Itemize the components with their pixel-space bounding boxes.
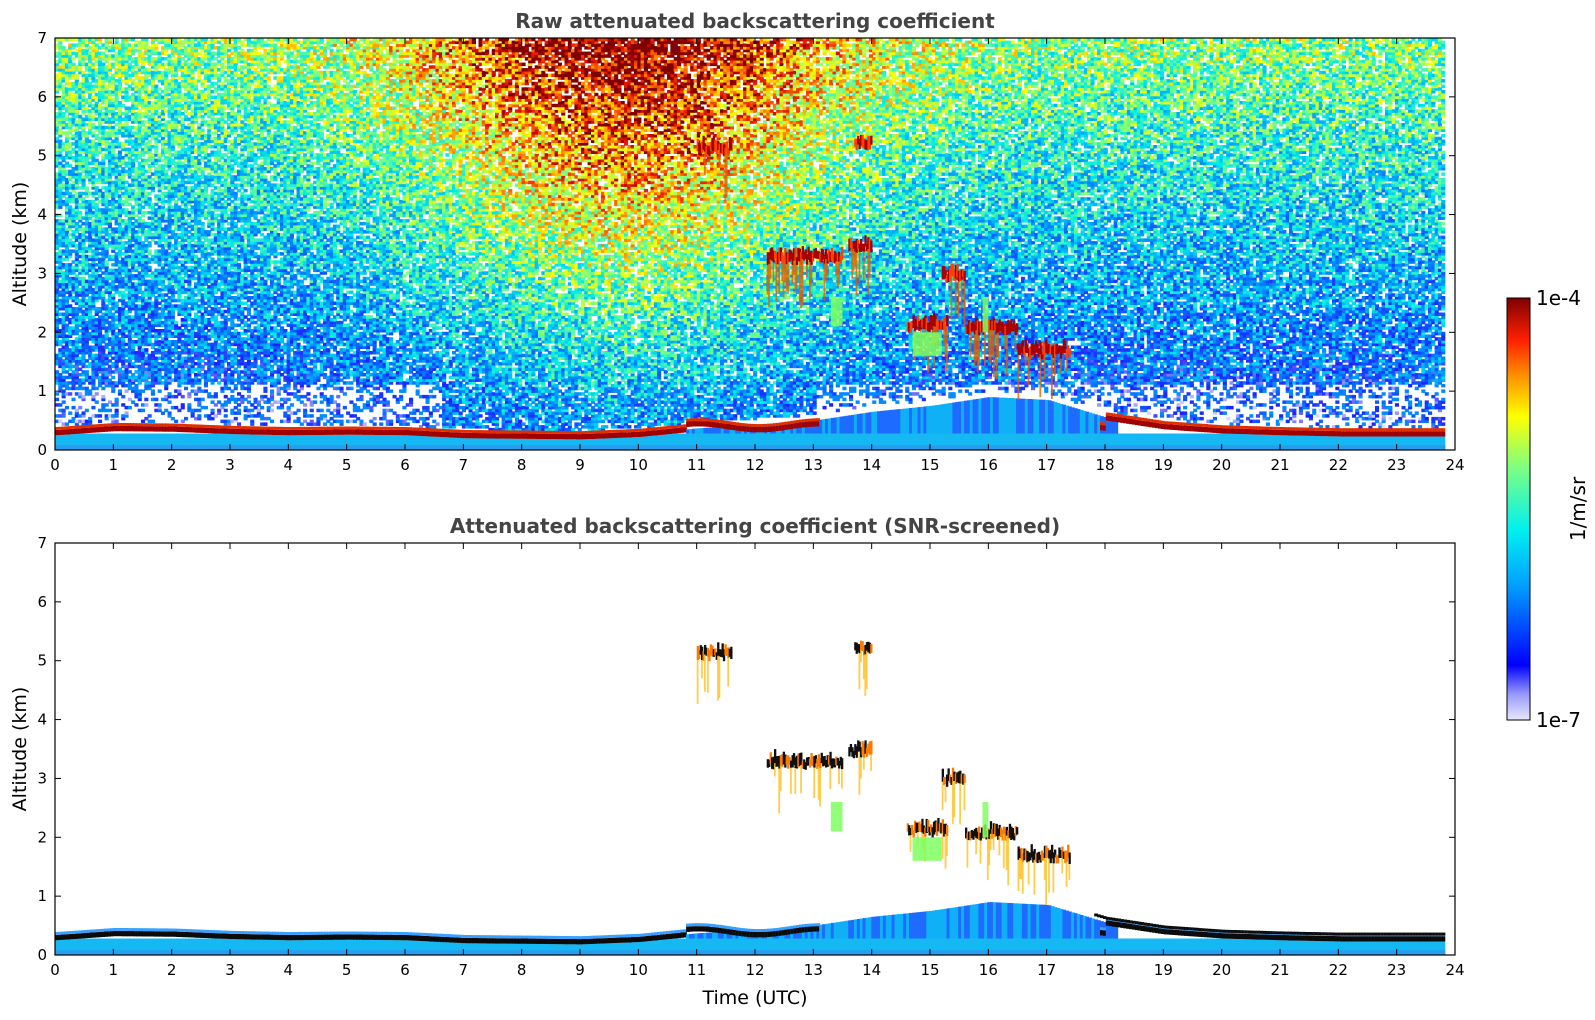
y-tick-label: 6 <box>37 88 47 106</box>
x-tick-label: 24 <box>1445 456 1464 474</box>
x-tick-label: 12 <box>745 456 764 474</box>
x-tick-label: 12 <box>745 961 764 979</box>
colorbar-max-label: 1e-4 <box>1536 286 1581 310</box>
chart-title-screened: Attenuated backscattering coefficient (S… <box>450 514 1060 538</box>
y-tick-label: 3 <box>37 264 47 282</box>
colorbar: 1e-4 1e-7 1/m/sr <box>1506 286 1590 732</box>
y-tick-label: 1 <box>37 887 47 905</box>
x-tick-label: 9 <box>575 456 585 474</box>
x-tick-label: 4 <box>284 961 294 979</box>
x-tick-label: 11 <box>687 456 706 474</box>
y-tick-label: 6 <box>37 593 47 611</box>
y-tick-label: 1 <box>37 382 47 400</box>
y-tick-label: 5 <box>37 652 47 670</box>
x-tick-label: 18 <box>1095 961 1114 979</box>
x-tick-label: 22 <box>1329 961 1348 979</box>
x-tick-label: 2 <box>167 961 177 979</box>
x-tick-label: 5 <box>342 961 352 979</box>
x-tick-label: 10 <box>629 961 648 979</box>
y-axis-label-screened: Altitude (km) <box>9 687 31 812</box>
heatmap-screened <box>55 640 1446 955</box>
y-tick-label: 2 <box>37 828 47 846</box>
colorbar-gradient <box>1506 297 1531 721</box>
x-tick-label: 2 <box>167 456 177 474</box>
x-tick-label: 8 <box>517 456 527 474</box>
x-tick-label: 14 <box>862 961 881 979</box>
x-tick-label: 3 <box>225 456 235 474</box>
x-tick-label: 13 <box>804 456 823 474</box>
y-tick-label: 0 <box>37 441 47 459</box>
y-tick-label: 0 <box>37 946 47 964</box>
x-tick-label: 6 <box>400 961 410 979</box>
x-tick-label: 1 <box>109 961 119 979</box>
colorbar-units-label: 1/m/sr <box>1566 476 1590 541</box>
x-tick-label: 10 <box>629 456 648 474</box>
x-tick-label: 19 <box>1154 961 1173 979</box>
x-tick-label: 23 <box>1387 961 1406 979</box>
y-tick-label: 7 <box>37 534 47 552</box>
x-tick-label: 19 <box>1154 456 1173 474</box>
axes-screened: 0 1 2 3 4 5 6 7 8 9 10 11 12 13 14 15 16 17 18 19 20 21 22 23 24… <box>37 534 1464 979</box>
colorbar-min-label: 1e-7 <box>1536 708 1581 732</box>
x-tick-label: 21 <box>1270 961 1289 979</box>
x-tick-label: 0 <box>50 456 60 474</box>
x-tick-label: 17 <box>1037 961 1056 979</box>
x-tick-label: 16 <box>979 456 998 474</box>
x-tick-label: 4 <box>284 456 294 474</box>
x-tick-label: 20 <box>1212 961 1231 979</box>
x-tick-label: 17 <box>1037 456 1056 474</box>
x-axis-label: Time (UTC) <box>701 987 807 1009</box>
y-tick-label: 2 <box>37 323 47 341</box>
x-tick-label: 14 <box>862 456 881 474</box>
panel-screened: Attenuated backscattering coefficient (S… <box>9 514 1465 1009</box>
x-tick-label: 21 <box>1270 456 1289 474</box>
x-tick-label: 22 <box>1329 456 1348 474</box>
y-tick-label: 4 <box>37 206 47 224</box>
x-tick-label: 9 <box>575 961 585 979</box>
x-tick-label: 24 <box>1445 961 1464 979</box>
x-tick-label: 15 <box>920 961 939 979</box>
x-tick-label: 5 <box>342 456 352 474</box>
x-tick-label: 16 <box>979 961 998 979</box>
y-tick-label: 3 <box>37 769 47 787</box>
heatmap-raw <box>55 38 1446 450</box>
x-tick-label: 23 <box>1387 456 1406 474</box>
x-tick-label: 1 <box>109 456 119 474</box>
x-tick-label: 13 <box>804 961 823 979</box>
x-tick-label: 20 <box>1212 456 1231 474</box>
x-tick-label: 18 <box>1095 456 1114 474</box>
x-tick-label: 7 <box>459 456 469 474</box>
plot-frame-screened <box>54 542 1456 956</box>
x-tick-label: 3 <box>225 961 235 979</box>
x-tick-label: 15 <box>920 456 939 474</box>
x-tick-label: 11 <box>687 961 706 979</box>
panel-raw: Raw attenuated backscattering coefficien… <box>9 9 1465 474</box>
chart-title-raw: Raw attenuated backscattering coefficien… <box>515 9 995 33</box>
x-tick-label: 7 <box>459 961 469 979</box>
y-axis-label-raw: Altitude (km) <box>9 182 31 307</box>
y-tick-label: 5 <box>37 147 47 165</box>
y-tick-label: 7 <box>37 29 47 47</box>
x-tick-label: 6 <box>400 456 410 474</box>
x-tick-label: 8 <box>517 961 527 979</box>
y-tick-label: 4 <box>37 711 47 729</box>
x-tick-label: 0 <box>50 961 60 979</box>
